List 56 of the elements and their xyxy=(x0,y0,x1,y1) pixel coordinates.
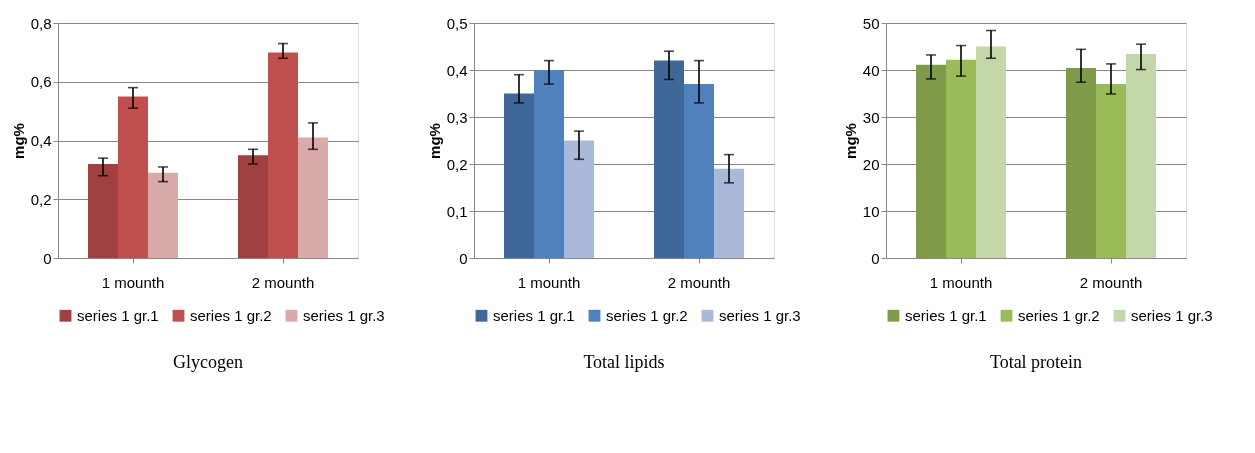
y-tick-label: 0,1 xyxy=(446,202,468,220)
y-axis-title: mg% xyxy=(9,123,27,159)
text: Total protein xyxy=(989,352,1083,372)
y-tick-label: 0,5 xyxy=(446,14,468,32)
bar xyxy=(946,59,976,258)
x-tick-label: 2 mounth xyxy=(667,273,731,291)
bar xyxy=(534,70,564,258)
y-tick-label: 0,2 xyxy=(446,155,468,173)
legend-label: series 1 gr.3 xyxy=(303,306,385,324)
bar xyxy=(976,46,1006,258)
bar xyxy=(1066,68,1096,258)
bar xyxy=(564,140,594,258)
bar xyxy=(268,52,298,258)
y-tick-label: 0 xyxy=(459,249,468,267)
y-axis-title: mg% xyxy=(841,123,859,159)
bar xyxy=(714,168,744,258)
y-tick-label: 0,4 xyxy=(30,132,52,149)
bar xyxy=(654,60,684,258)
bar xyxy=(148,172,178,258)
y-tick-label: 0,2 xyxy=(30,190,52,208)
y-tick-label: 40 xyxy=(862,61,880,79)
bar xyxy=(238,155,268,258)
x-tick-label: 1 mounth xyxy=(101,273,165,291)
y-tick-label: 0,3 xyxy=(446,108,468,126)
bar xyxy=(298,137,328,258)
y-tick-label: 30 xyxy=(862,108,880,126)
text: Glycogen xyxy=(173,352,243,372)
x-tick-label: 2 mounth xyxy=(1079,273,1143,291)
bar xyxy=(1096,84,1126,258)
y-tick-label: 0 xyxy=(871,249,880,267)
legend-label: series 1 gr.2 xyxy=(190,306,272,324)
y-tick-label: 0,6 xyxy=(30,73,52,91)
y-tick-label: 0 xyxy=(43,249,52,267)
legend-label: series 1 gr.2 xyxy=(606,306,688,324)
legend-label: series 1 gr.1 xyxy=(905,306,987,324)
bar xyxy=(1126,54,1156,258)
y-tick-label: 0,8 xyxy=(30,14,52,32)
x-tick-label: 1 mounth xyxy=(517,273,581,291)
legend-label: series 1 gr.1 xyxy=(493,306,575,324)
text: Total lipids xyxy=(583,352,665,372)
y-tick-label: 0,4 xyxy=(446,61,468,79)
x-tick-label: 2 mounth xyxy=(251,273,315,291)
x-tick-label: 1 mounth xyxy=(929,273,993,291)
bar xyxy=(88,164,118,258)
y-tick-label: 10 xyxy=(862,202,880,220)
legend-label: series 1 gr.1 xyxy=(77,306,159,324)
bar xyxy=(504,93,534,258)
legend-label: series 1 gr.2 xyxy=(1018,306,1100,324)
bar xyxy=(684,84,714,258)
bar xyxy=(916,64,946,258)
bar xyxy=(118,96,148,258)
legend-label: series 1 gr.3 xyxy=(1131,306,1213,324)
y-tick-label: 20 xyxy=(862,155,880,173)
y-tick-label: 50 xyxy=(862,14,880,32)
legend-label: series 1 gr.3 xyxy=(719,306,801,324)
y-axis-title: mg% xyxy=(425,123,443,159)
